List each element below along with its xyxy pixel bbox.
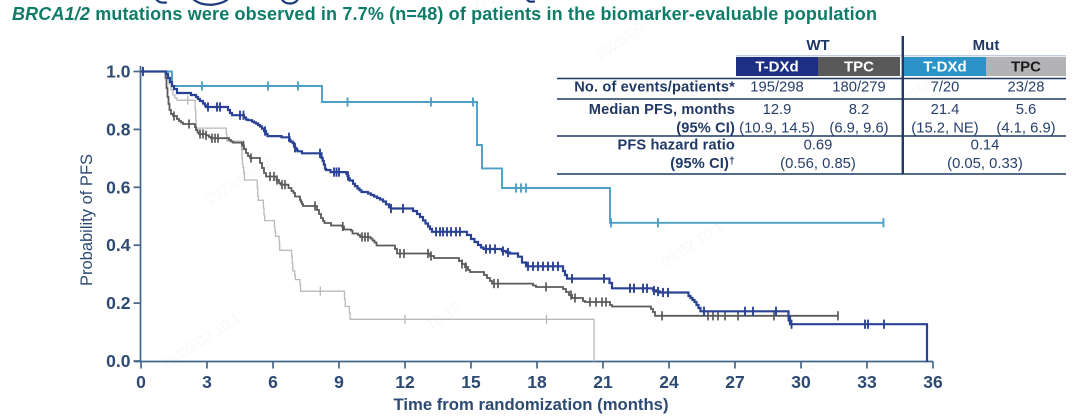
svg-text:Mut: Mut: [973, 37, 1000, 54]
svg-text:24: 24: [659, 372, 679, 392]
svg-text:(10.9, 14.5): (10.9, 14.5): [739, 121, 815, 137]
svg-text:0.8: 0.8: [106, 119, 131, 139]
svg-text:(15.2, NE): (15.2, NE): [911, 121, 979, 137]
svg-text:30: 30: [791, 372, 811, 392]
svg-text:TPC: TPC: [844, 59, 874, 76]
svg-text:1.0: 1.0: [106, 62, 131, 82]
svg-text:5.6: 5.6: [1016, 102, 1037, 118]
svg-text:Probability of PFS: Probability of PFS: [78, 154, 96, 286]
svg-text:33: 33: [857, 372, 877, 392]
svg-text:27: 27: [725, 372, 744, 392]
svg-text:195/298: 195/298: [750, 80, 804, 96]
svg-text:7/20: 7/20: [931, 80, 960, 96]
svg-text:TPC: TPC: [1011, 59, 1041, 76]
svg-text:6: 6: [268, 372, 278, 392]
svg-text:(95% CI): (95% CI): [676, 121, 735, 137]
svg-text:(4.1, 6.9): (4.1, 6.9): [996, 121, 1055, 137]
svg-text:0: 0: [136, 372, 146, 392]
svg-text:15: 15: [461, 372, 481, 392]
svg-text:18: 18: [527, 372, 547, 392]
svg-text:T-DXd: T-DXd: [755, 59, 798, 76]
svg-text:(0.05, 0.33): (0.05, 0.33): [947, 156, 1023, 172]
svg-text:12: 12: [395, 372, 415, 392]
svg-text:Time from randomization (month: Time from randomization (months): [393, 395, 668, 414]
svg-text:0.14: 0.14: [971, 138, 1000, 154]
svg-text:12.9: 12.9: [763, 102, 792, 118]
svg-text:0.69: 0.69: [804, 138, 833, 154]
svg-text:0.6: 0.6: [106, 177, 131, 197]
svg-text:WT: WT: [806, 37, 829, 54]
svg-text:21.4: 21.4: [931, 102, 960, 118]
svg-text:36: 36: [923, 372, 943, 392]
svg-text:0.0: 0.0: [106, 351, 131, 371]
svg-text:T-DXd: T-DXd: [923, 59, 966, 76]
svg-text:21: 21: [593, 372, 613, 392]
svg-text:No. of events/patients*: No. of events/patients*: [574, 80, 735, 96]
svg-text:(0.56, 0.85): (0.56, 0.85): [780, 156, 856, 172]
svg-text:180/279: 180/279: [832, 80, 886, 96]
svg-text:9: 9: [334, 372, 344, 392]
svg-text:8.2: 8.2: [849, 102, 870, 118]
svg-text:(6.9, 9.6): (6.9, 9.6): [829, 121, 888, 137]
svg-text:3: 3: [202, 372, 212, 392]
svg-text:0.2: 0.2: [106, 293, 131, 313]
svg-text:23/28: 23/28: [1007, 80, 1044, 96]
svg-text:Median PFS, months: Median PFS, months: [589, 102, 735, 118]
svg-text:BRCA1/2 mutations were observe: BRCA1/2 mutations were observed in 7.7% …: [12, 4, 877, 24]
svg-text:PFS hazard ratio: PFS hazard ratio: [617, 138, 735, 154]
svg-text:0.4: 0.4: [106, 235, 131, 255]
svg-text:(95% CI)†: (95% CI)†: [670, 155, 735, 172]
